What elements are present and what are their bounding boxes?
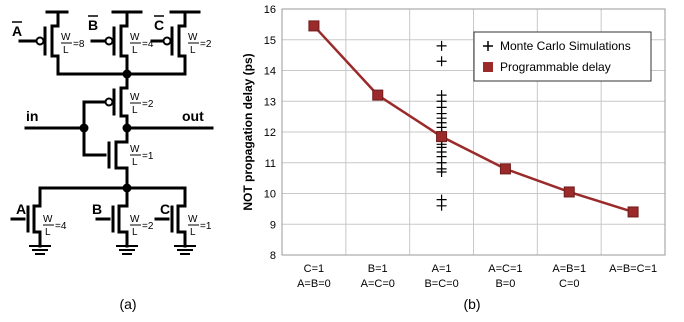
svg-text:W: W — [61, 32, 71, 43]
legend-box — [473, 31, 652, 82]
x-tick-label: A=C=0 — [361, 278, 395, 290]
svg-text:L: L — [190, 227, 196, 238]
svg-text:W: W — [43, 214, 53, 225]
x-tick-label: A=B=C=1 — [609, 263, 657, 275]
x-tick-label: B=0 — [495, 278, 515, 290]
pmos-a-sizing: W L =8 — [61, 32, 85, 56]
svg-text:=1: =1 — [142, 151, 154, 162]
circuit-labels: A B C in out A B C — [12, 15, 204, 217]
x-tick-label: B=C=0 — [424, 278, 458, 290]
svg-text:L: L — [190, 45, 196, 56]
x-tick-label: A=C=1 — [488, 263, 522, 275]
pmos-b-sizing: W L =4 — [130, 32, 154, 56]
svg-text:L: L — [132, 157, 138, 168]
monte-carlo-series — [436, 40, 447, 211]
y-tick-label: 14 — [264, 66, 276, 78]
panel-a-caption: (a) — [119, 296, 136, 312]
programmable-delay-line — [312, 25, 634, 214]
programmable-delay-series — [308, 20, 639, 218]
nmos-c-sizing: W L =1 — [188, 214, 212, 238]
svg-text:L: L — [45, 227, 51, 238]
legend-entry-label: Programmable delay — [500, 60, 611, 74]
svg-text:W: W — [130, 92, 140, 103]
nmos-c-gate-label: C — [160, 201, 170, 217]
svg-text:=1: =1 — [200, 221, 212, 232]
programmable-delay-point — [308, 20, 320, 32]
svg-text:W: W — [130, 144, 140, 155]
out-label: out — [182, 108, 204, 124]
legend-plus-marker — [483, 41, 493, 51]
svg-text:L: L — [63, 45, 69, 56]
y-axis-ticks: 8 9 10 11 12 13 14 15 16 — [264, 4, 276, 262]
svg-text:=2: =2 — [142, 99, 154, 110]
x-tick-label: B=1 — [368, 263, 388, 275]
svg-text:=4: =4 — [55, 221, 67, 232]
monte-carlo-point — [436, 200, 447, 211]
y-tick-label: 9 — [270, 219, 276, 231]
monte-carlo-point — [436, 56, 447, 67]
programmable-delay-point — [372, 89, 384, 101]
nmos-b-sizing: W L =2 — [130, 214, 154, 238]
x-axis-ticks: C=1 A=B=0 B=1 A=C=0 A=1 B=C=0 A=C=1 B=0 A=B=1 C=0… — [297, 263, 657, 290]
svg-text:W: W — [130, 32, 140, 43]
circuit-schematic — [10, 10, 214, 255]
legend-items: Monte Carlo Simulations Programmable dela… — [483, 39, 631, 74]
monte-carlo-point — [436, 166, 447, 177]
x-tick-label: C=0 — [559, 278, 580, 290]
inverter-nmos-sizing: W L =1 — [130, 144, 154, 168]
pmos-a-gate-label: A — [12, 23, 22, 39]
svg-text:=2: =2 — [142, 221, 154, 232]
svg-text:W: W — [130, 214, 140, 225]
plot-area — [281, 8, 666, 256]
svg-text:=2: =2 — [200, 39, 212, 50]
delay-chart: 8 9 10 11 12 13 14 15 16 C=1 A=B=0 B=1 A=C=0 A=1 B=C=… — [241, 4, 666, 290]
y-tick-label: 11 — [265, 158, 276, 170]
y-tick-label: 12 — [264, 127, 276, 139]
programmable-delay-point — [563, 186, 575, 198]
chart-legend: Monte Carlo Simulations Programmable dela… — [473, 31, 652, 82]
svg-text:=8: =8 — [73, 39, 85, 50]
inverter-pmos-sizing: W L =2 — [130, 92, 154, 116]
x-tick-label: A=B=0 — [297, 278, 331, 290]
y-tick-label: 8 — [270, 250, 276, 262]
svg-text:W: W — [188, 214, 198, 225]
legend-square-marker — [483, 62, 493, 72]
pmos-c-gate-label: C — [154, 17, 164, 33]
y-tick-label: 16 — [264, 4, 276, 16]
nmos-b-gate-label: B — [92, 201, 102, 217]
svg-text:L: L — [132, 45, 138, 56]
nmos-a-sizing: W L =4 — [43, 214, 67, 238]
nmos-a-gate-label: A — [16, 201, 26, 217]
x-tick-label: A=B=1 — [552, 263, 586, 275]
legend-entry-label: Monte Carlo Simulations — [500, 39, 631, 53]
svg-text:W: W — [188, 32, 198, 43]
x-tick-label: C=1 — [304, 263, 325, 275]
programmable-delay-point — [499, 163, 511, 175]
y-tick-label: 13 — [264, 96, 276, 108]
pmos-b-gate-label: B — [88, 17, 98, 33]
programmable-delay-point — [627, 206, 639, 218]
programmable-delay-point — [436, 131, 448, 143]
y-axis-label: NOT propagation delay (ps) — [241, 53, 255, 210]
sizing-labels: W L =8 W L =4 W L =2 W L =2 W L =1 — [43, 32, 212, 238]
svg-text:L: L — [132, 105, 138, 116]
in-label: in — [26, 108, 38, 124]
pmos-c-sizing: W L =2 — [188, 32, 212, 56]
x-tick-label: A=1 — [432, 263, 452, 275]
panel-b-caption: (b) — [463, 296, 480, 312]
y-tick-label: 15 — [264, 35, 276, 47]
monte-carlo-point — [436, 40, 447, 51]
svg-text:L: L — [132, 227, 138, 238]
svg-text:=4: =4 — [142, 39, 154, 50]
y-tick-label: 10 — [264, 189, 276, 201]
